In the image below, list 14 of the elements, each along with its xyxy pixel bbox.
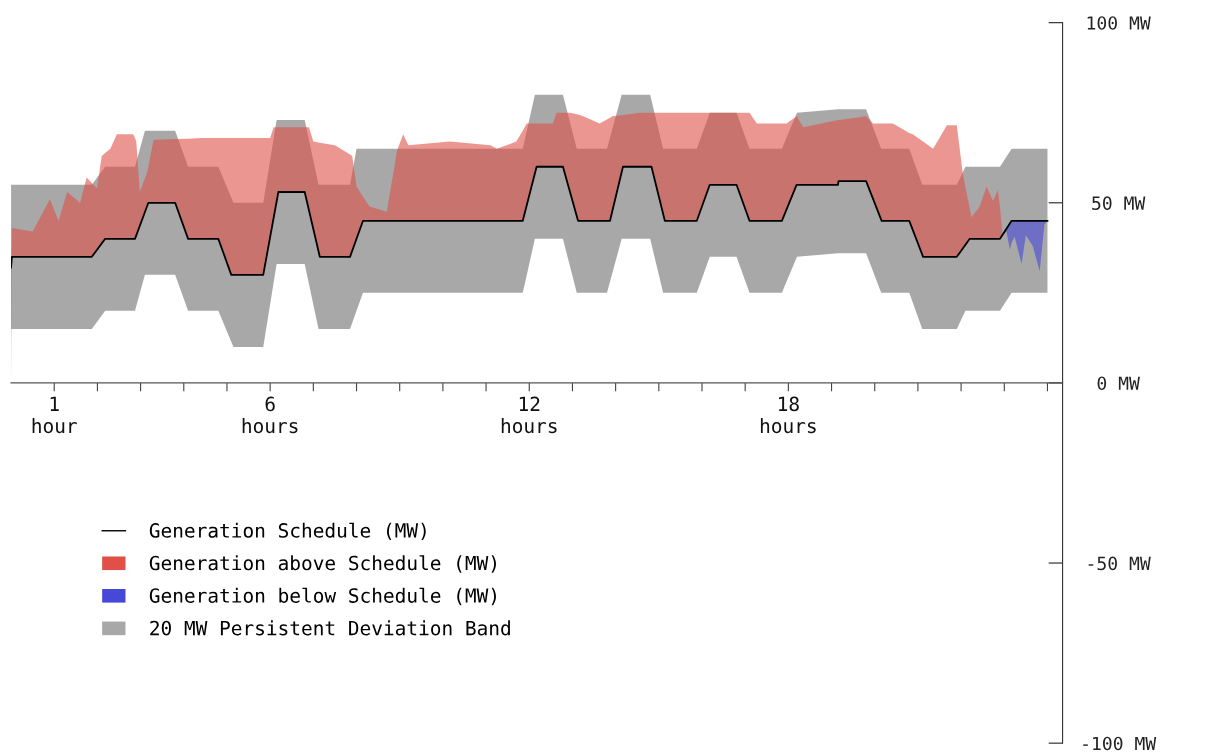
legend-label: Generation below Schedule (MW) [149,587,496,606]
y-tick-label: -100 MW [1083,736,1157,751]
legend-label: Generation above Schedule (MW) [149,555,496,573]
y-tick-label: -50 MW [1088,556,1151,571]
x-tick-label: 6 hours [242,396,298,434]
line-series [11,165,1049,276]
x-tick-label: 1 hour [32,396,77,434]
legend-label: 20 MW Persistent Deviation Band [150,620,510,636]
y-tick-label: 0 MW [1097,376,1140,391]
x-tick-label: 12 hours [501,396,557,434]
legend-label: Generation Schedule (MW) [149,522,426,541]
x-tick-label: 18 hours [760,396,816,434]
y-tick-label: 50 MW [1092,196,1146,210]
y-tick-label: 100 MW [1087,16,1151,30]
